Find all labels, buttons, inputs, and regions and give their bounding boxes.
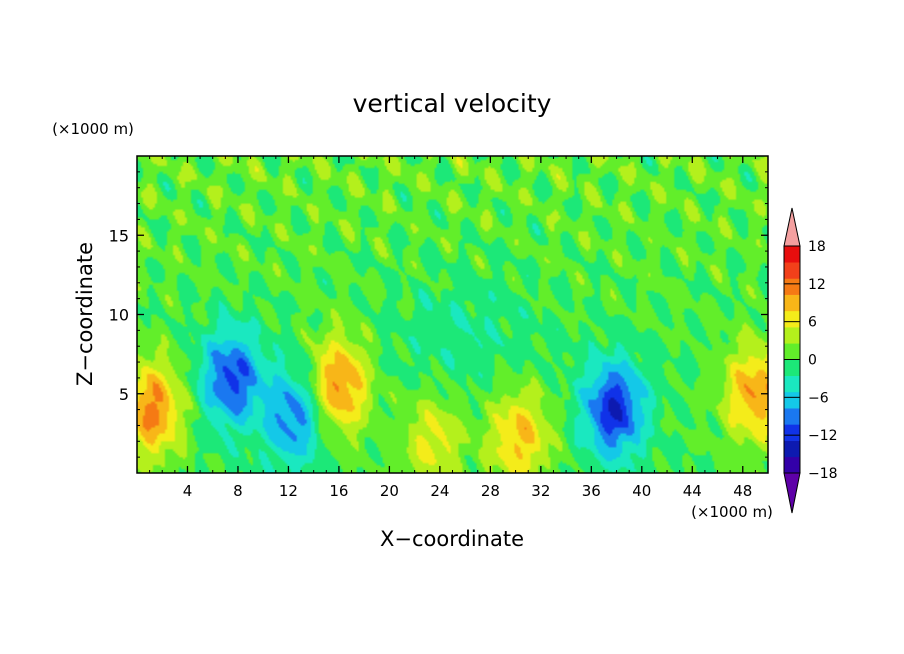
x-tick-label: 28 xyxy=(481,482,500,500)
x-tick-label: 44 xyxy=(683,482,702,500)
colorbar-bin xyxy=(784,310,800,328)
y-tick-label: 10 xyxy=(109,306,129,325)
colorbar-extend-max xyxy=(783,207,801,247)
colorbar-bin xyxy=(784,327,800,344)
colorbar-bin xyxy=(784,408,800,425)
y-axis-ticks: 5 10 15 xyxy=(109,171,768,458)
colorbar-tick-label: −18 xyxy=(808,466,838,482)
colorbar-tick-label: 6 xyxy=(808,315,817,331)
colorbar-tick-label: 0 xyxy=(808,353,817,369)
colorbar-bin xyxy=(784,262,800,279)
colorbar-bin xyxy=(784,246,800,263)
colorbar-bin xyxy=(784,278,800,295)
colorbar-bin xyxy=(784,440,800,458)
x-tick-label: 20 xyxy=(380,482,399,500)
y-axis-label: Z−coordinate xyxy=(73,242,97,386)
colorbar-bin xyxy=(784,424,800,441)
colorbar-bin xyxy=(784,294,800,312)
colorbar-bin xyxy=(784,359,800,377)
x-axis-ticks: 4 8 12 16 20 24 28 32 36 40 44 48 xyxy=(149,156,756,500)
colorbar-bin xyxy=(784,375,800,393)
colorbar-bin xyxy=(784,391,800,409)
velocity-field xyxy=(137,156,768,473)
y-tick-label: 15 xyxy=(109,226,129,245)
x-tick-label: 24 xyxy=(430,482,449,500)
colorbar: 18 12 6 0 −6 −12 −18 xyxy=(783,207,838,514)
colorbar-bin xyxy=(784,343,800,360)
x-tick-label: 36 xyxy=(582,482,601,500)
x-axis-label: X−coordinate xyxy=(380,527,524,551)
colorbar-tick-label: 12 xyxy=(808,277,826,293)
x-tick-label: 40 xyxy=(632,482,651,500)
colorbar-bin xyxy=(784,456,800,474)
chart-title: vertical velocity xyxy=(353,89,552,118)
colorbar-tick-label: −12 xyxy=(808,428,838,444)
x-tick-label: 8 xyxy=(233,482,243,500)
x-tick-label: 16 xyxy=(329,482,348,500)
y-tick-label: 5 xyxy=(119,385,129,404)
x-tick-label: 4 xyxy=(183,482,193,500)
colorbar-tick-label: 18 xyxy=(808,239,826,255)
x-tick-label: 48 xyxy=(733,482,752,500)
colorbar-extend-min xyxy=(783,472,801,514)
y-unit-label: (×1000 m) xyxy=(52,120,134,138)
x-tick-label: 32 xyxy=(531,482,550,500)
x-unit-label: (×1000 m) xyxy=(691,503,773,521)
colorbar-tick-label: −6 xyxy=(808,390,829,406)
x-tick-label: 12 xyxy=(279,482,298,500)
